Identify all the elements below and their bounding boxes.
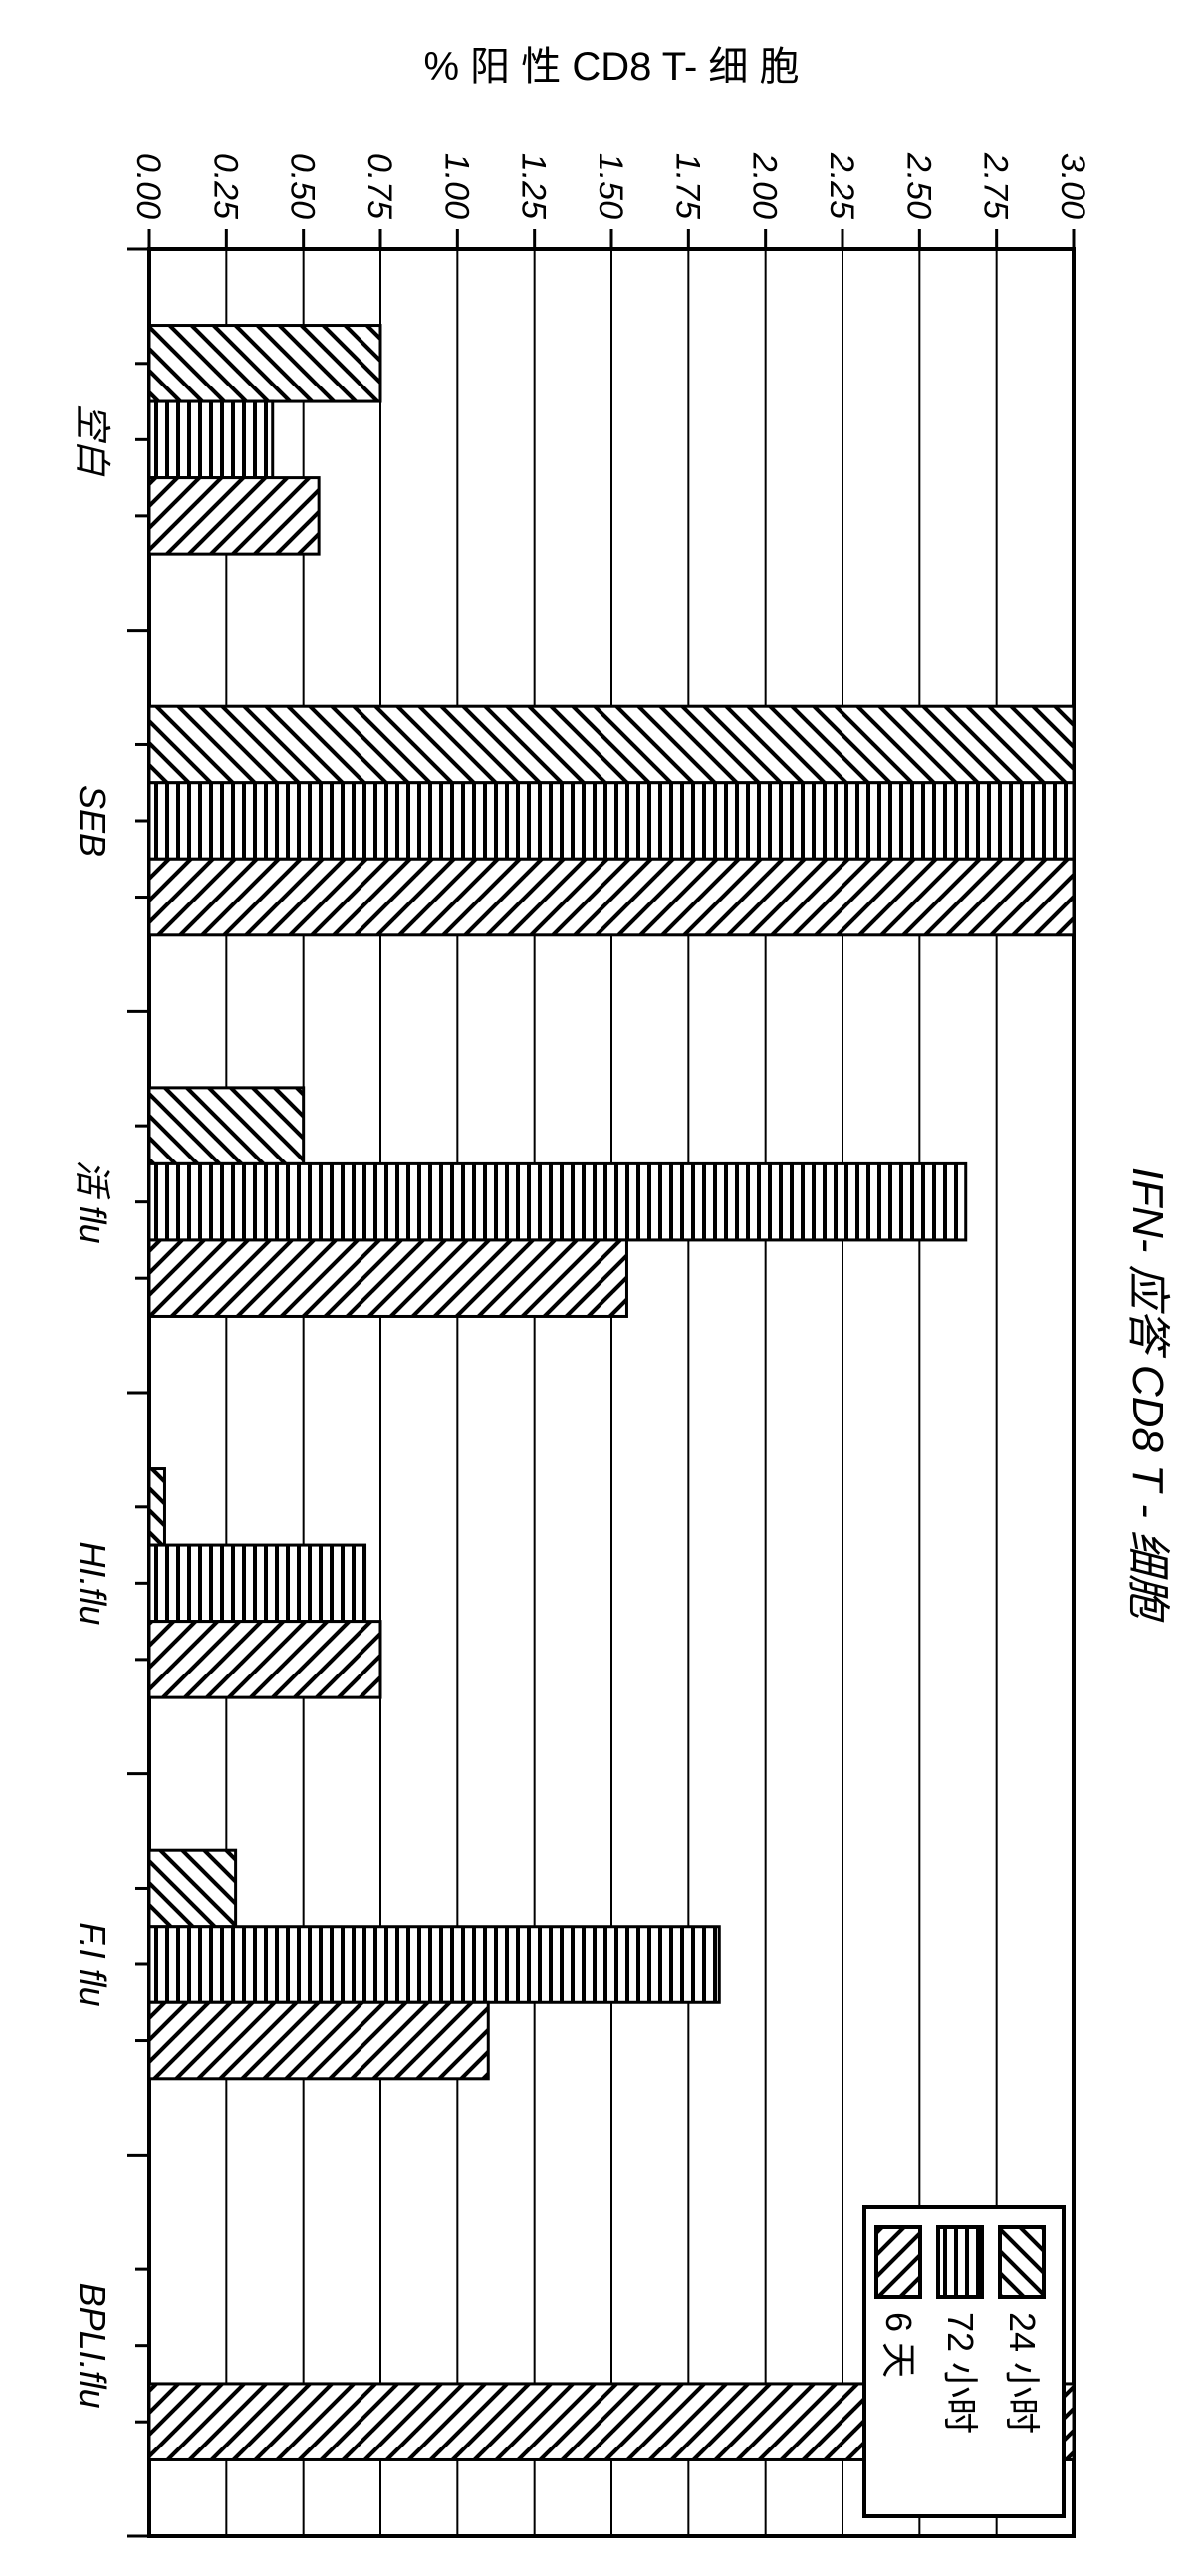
ytick-label: 0.25 <box>206 153 244 219</box>
ytick-label: 0.50 <box>284 153 322 219</box>
bar <box>149 326 380 402</box>
bar <box>149 706 1074 783</box>
legend-label: 72 小时 <box>940 2312 981 2434</box>
bar <box>149 2002 488 2079</box>
ytick-label: 0.00 <box>129 153 167 219</box>
legend-swatch <box>938 2227 982 2297</box>
ytick-label: 1.75 <box>668 153 706 219</box>
bar <box>149 1163 966 1240</box>
bar <box>149 1850 236 1927</box>
category-label: SEB <box>72 785 113 857</box>
category-label: F.I flu <box>72 1922 113 2006</box>
ytick-label: 1.25 <box>515 153 553 219</box>
ytick-label: 2.25 <box>823 152 860 219</box>
bar <box>149 1622 380 1698</box>
legend-label: 24 小时 <box>1002 2312 1043 2434</box>
bar <box>149 783 1074 860</box>
bar <box>149 1469 164 1546</box>
category-label: HI.flu <box>72 1541 113 1625</box>
chart-title: IFN- 应答 CD8 T - 细胞 <box>1123 1167 1172 1623</box>
bar <box>149 478 319 555</box>
legend-label: 6 天 <box>878 2312 919 2378</box>
legend-swatch <box>876 2227 920 2297</box>
bar <box>149 1927 719 2003</box>
ytick-label: 1.00 <box>437 153 475 219</box>
bar <box>149 401 273 478</box>
category-label: BPLI.flu <box>72 2283 113 2409</box>
ytick-label: 2.00 <box>746 152 784 219</box>
bar <box>149 1545 365 1622</box>
y-axis-label: % 阳 性 CD8 T- 细 胞 <box>423 45 799 89</box>
bar <box>149 1088 304 1164</box>
legend-swatch <box>1000 2227 1044 2297</box>
bar <box>149 859 1074 935</box>
ytick-label: 0.75 <box>361 153 398 219</box>
category-label: 活 flu <box>72 1160 113 1244</box>
ytick-label: 2.50 <box>899 152 937 219</box>
bar <box>149 1240 626 1317</box>
ytick-label: 2.75 <box>977 152 1015 219</box>
ytick-label: 3.00 <box>1054 153 1091 219</box>
category-label: 空白 <box>72 403 113 477</box>
ytick-label: 1.50 <box>592 153 629 219</box>
